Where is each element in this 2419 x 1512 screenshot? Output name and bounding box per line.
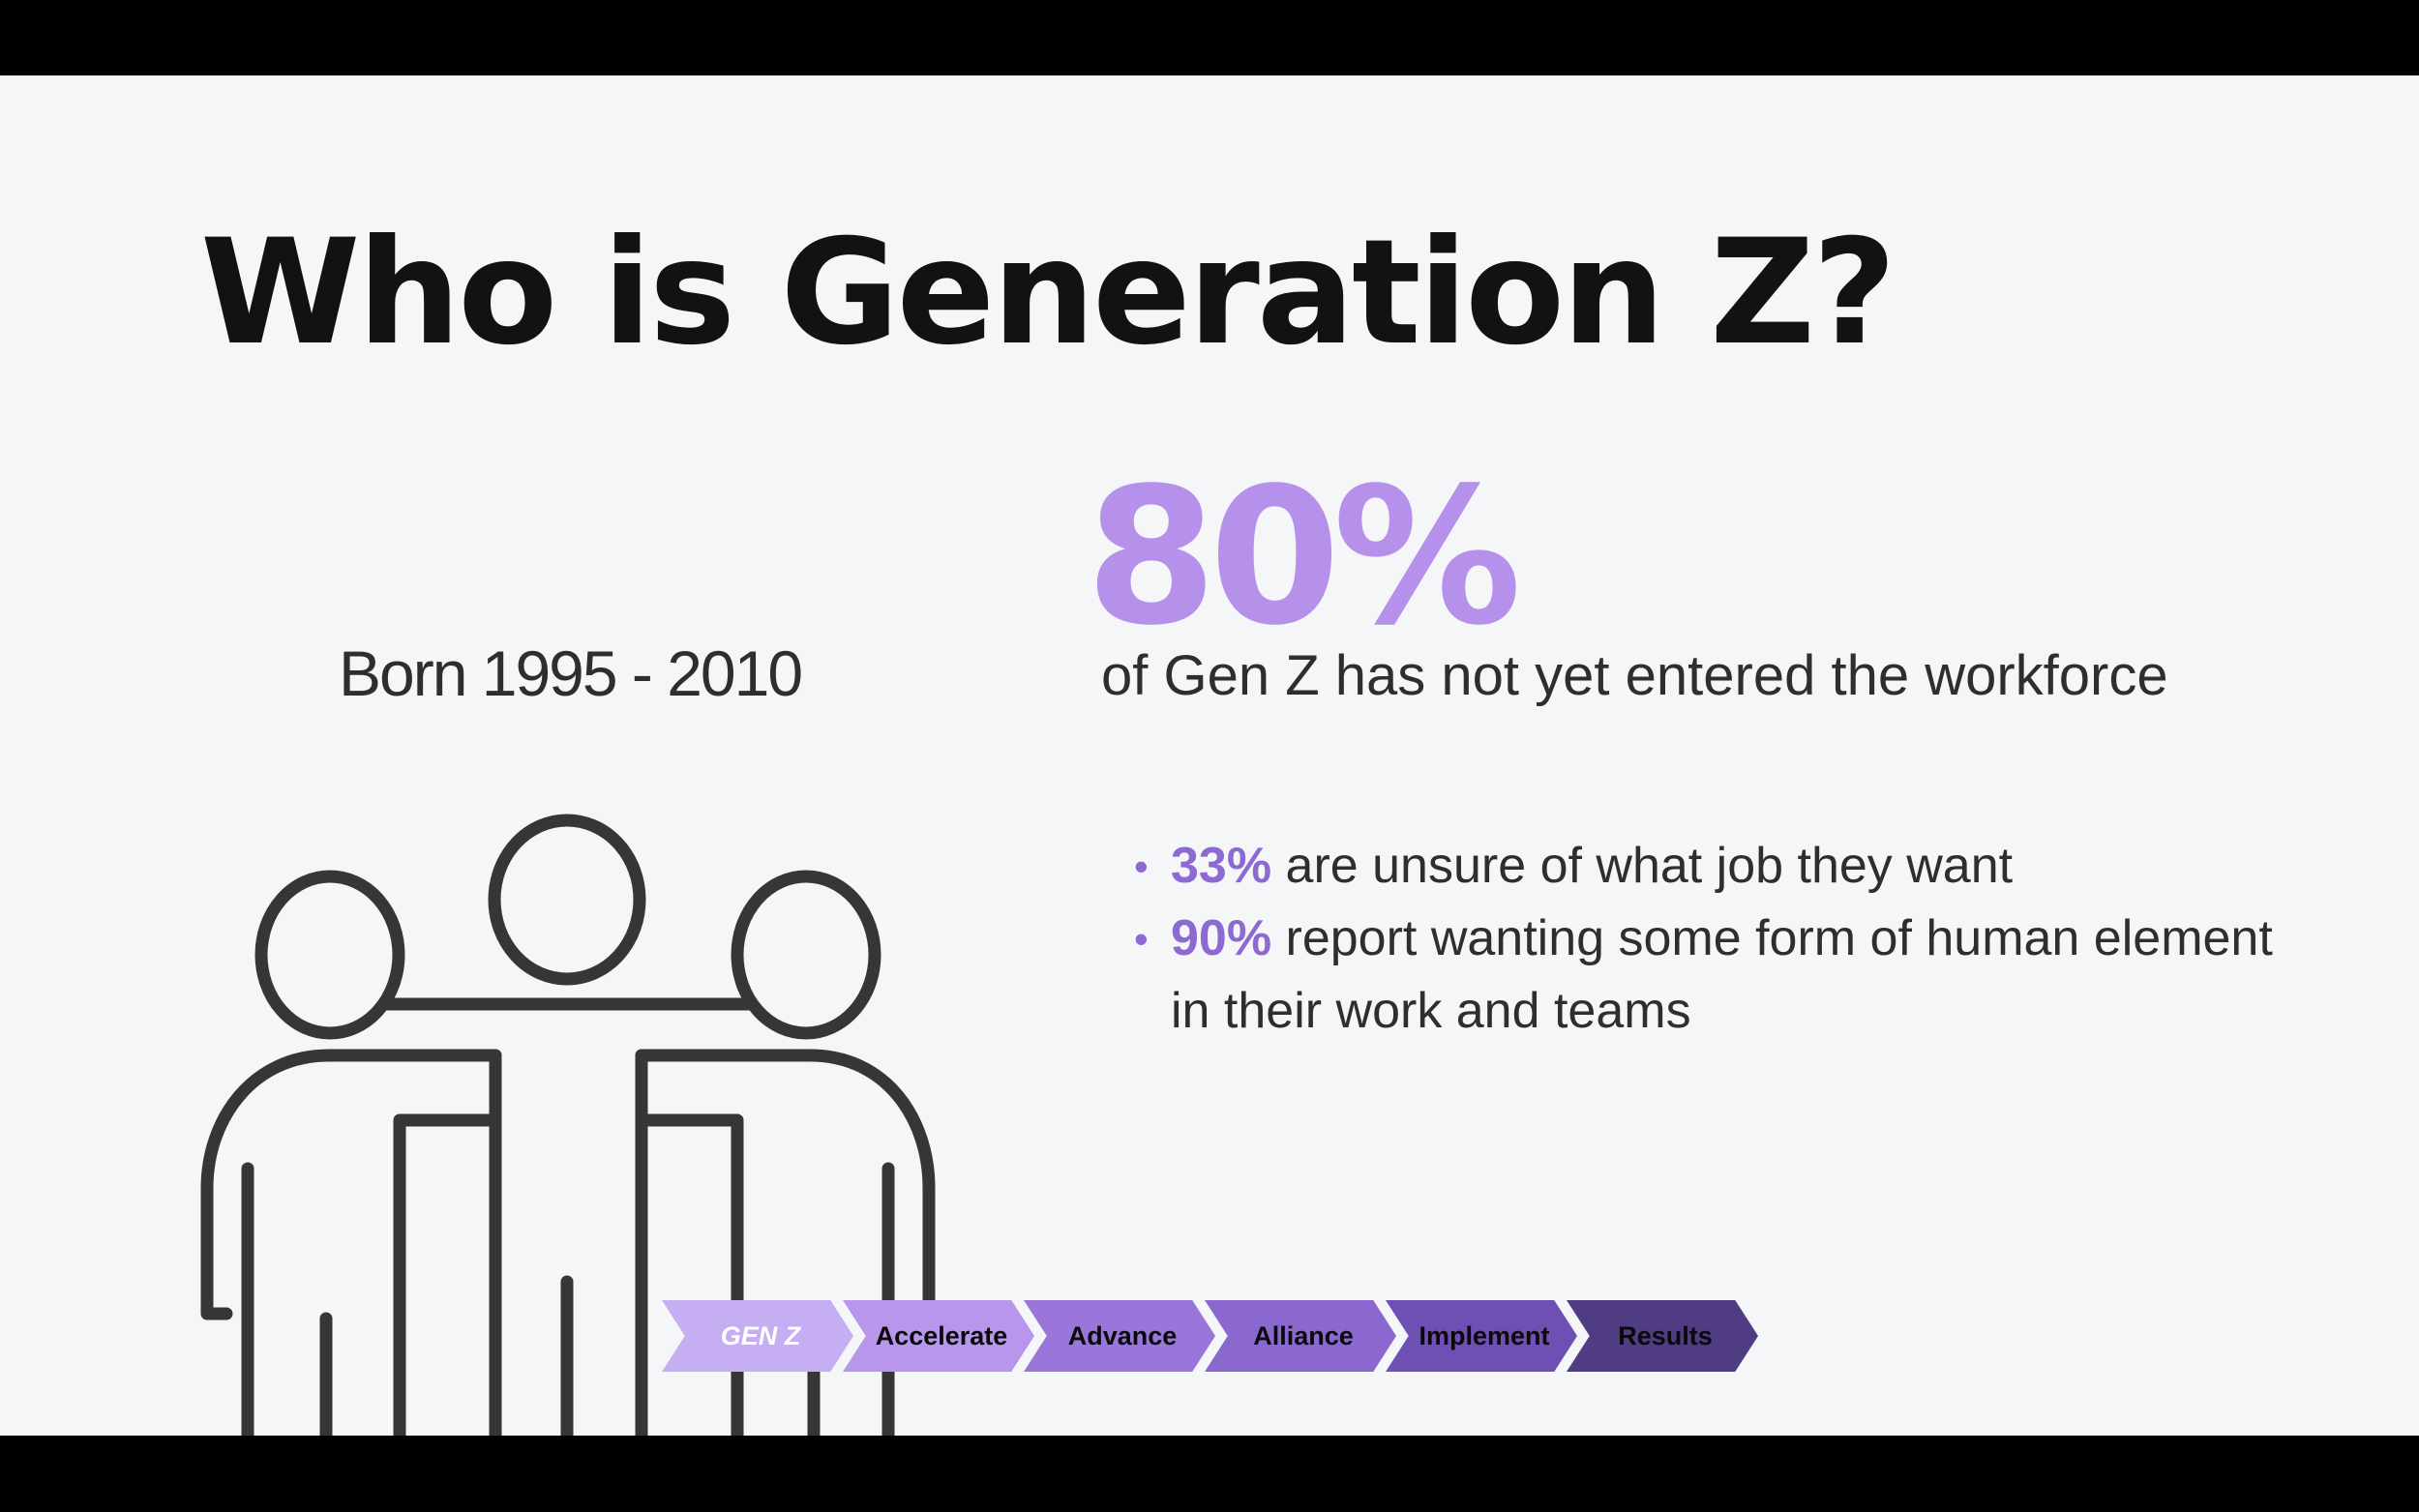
step-implement[interactable]: Implement (1386, 1300, 1577, 1372)
bullet-percent: 90% (1171, 910, 1272, 966)
step-results[interactable]: Results (1567, 1300, 1758, 1372)
bullet-text: are unsure of what job they want (1271, 838, 2014, 894)
slide: Who is Generation Z? Born 1995 - 2010 80… (0, 75, 2419, 1436)
bullet-item: • 33% are unsure of what job they want (1132, 830, 2274, 903)
bullet-dot-icon: • (1134, 916, 1149, 962)
bullet-dot-icon: • (1134, 844, 1149, 889)
born-label: Born 1995 - 2010 (339, 637, 803, 709)
step-label: Results (1618, 1320, 1713, 1350)
bullet-list: • 33% are unsure of what job they want • 9… (1132, 830, 2274, 1048)
step-label: Accelerate (875, 1320, 1008, 1350)
step-label: Alliance (1253, 1320, 1354, 1350)
step-label: Advance (1067, 1320, 1178, 1350)
bullet-percent: 33% (1171, 838, 1272, 894)
step-accelerate[interactable]: Accelerate (843, 1300, 1034, 1372)
slide-title: Who is Generation Z? (200, 209, 1896, 377)
bullet-text: report wanting some form of human elemen… (1171, 910, 2273, 1039)
process-steps: GEN Z Accelerate Advance Alliance Implem… (662, 1300, 1758, 1376)
bullet-item: • 90% report wanting some form of human e… (1132, 903, 2274, 1048)
step-gen-z[interactable]: GEN Z (662, 1300, 853, 1372)
step-label: GEN Z (720, 1320, 801, 1350)
step-alliance[interactable]: Alliance (1205, 1300, 1396, 1372)
stat-value: 80% (1086, 447, 1522, 667)
step-advance[interactable]: Advance (1024, 1300, 1215, 1372)
stat-description: of Gen Z has not yet entered the workfor… (1101, 644, 2168, 707)
step-label: Implement (1419, 1320, 1550, 1350)
